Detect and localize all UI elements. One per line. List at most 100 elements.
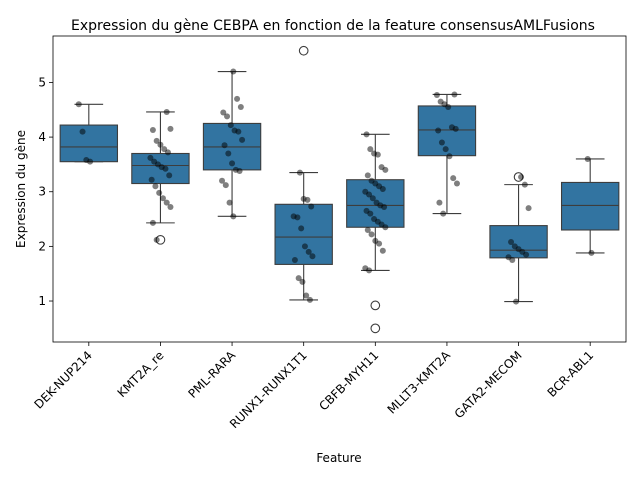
data-point bbox=[156, 189, 163, 196]
data-point bbox=[226, 199, 233, 206]
data-point bbox=[381, 204, 388, 211]
data-point bbox=[364, 172, 371, 179]
y-tick-label: 2 bbox=[38, 239, 46, 253]
data-point bbox=[376, 240, 383, 247]
data-point bbox=[305, 248, 312, 255]
x-tick-label: BCR-ABL1 bbox=[545, 348, 597, 400]
box-group bbox=[346, 131, 405, 334]
data-point bbox=[221, 142, 228, 149]
data-point bbox=[219, 177, 226, 184]
data-point bbox=[162, 165, 169, 172]
data-point bbox=[366, 267, 373, 274]
data-point bbox=[153, 137, 160, 144]
data-point bbox=[227, 122, 234, 129]
data-point bbox=[368, 231, 375, 238]
data-point bbox=[75, 101, 82, 108]
data-point bbox=[164, 149, 171, 156]
data-point bbox=[79, 128, 86, 135]
data-point bbox=[303, 292, 310, 299]
data-point bbox=[509, 257, 516, 264]
y-tick-label: 3 bbox=[38, 185, 46, 199]
chart-title: Expression du gène CEBPA en fonction de … bbox=[71, 18, 595, 34]
outlier bbox=[370, 300, 381, 311]
data-point bbox=[234, 95, 241, 102]
data-point bbox=[369, 195, 376, 202]
data-point bbox=[167, 204, 174, 211]
box-group bbox=[131, 108, 190, 245]
data-point bbox=[152, 183, 159, 190]
data-point bbox=[220, 109, 227, 116]
data-point bbox=[450, 175, 457, 182]
data-point bbox=[436, 199, 443, 206]
data-point bbox=[453, 180, 460, 187]
data-point bbox=[379, 247, 386, 254]
outlier bbox=[298, 45, 309, 56]
box bbox=[560, 181, 620, 231]
data-point bbox=[304, 196, 311, 203]
x-tick-label: GATA2-MECOM bbox=[452, 348, 525, 421]
box bbox=[274, 203, 333, 265]
data-point bbox=[367, 146, 374, 153]
plot-content bbox=[59, 45, 620, 334]
data-point bbox=[374, 151, 381, 158]
data-point bbox=[157, 141, 164, 148]
box-group bbox=[560, 155, 620, 256]
data-point bbox=[239, 136, 246, 143]
data-point bbox=[153, 236, 160, 243]
box bbox=[59, 124, 119, 163]
x-tick-label: MLLT3-KMT2A bbox=[385, 348, 454, 417]
x-axis-label: Feature bbox=[316, 451, 361, 465]
data-point bbox=[513, 298, 520, 305]
data-point bbox=[442, 146, 449, 153]
box-group bbox=[417, 91, 477, 217]
y-axis-label: Expression du gène bbox=[14, 130, 28, 248]
box-group bbox=[202, 68, 262, 220]
box-group bbox=[489, 172, 548, 305]
data-point bbox=[382, 224, 389, 231]
data-point bbox=[382, 166, 389, 173]
outlier bbox=[370, 323, 381, 334]
data-point bbox=[584, 155, 591, 162]
data-point bbox=[364, 226, 371, 233]
box bbox=[489, 225, 548, 259]
data-point bbox=[523, 251, 530, 258]
x-tick-label: DEK-NUP214 bbox=[32, 348, 95, 411]
data-point bbox=[445, 104, 452, 111]
data-point bbox=[149, 126, 156, 133]
data-point bbox=[309, 253, 316, 260]
box-group bbox=[274, 45, 333, 303]
data-point bbox=[588, 249, 595, 256]
data-point bbox=[225, 150, 232, 157]
data-point bbox=[308, 203, 315, 210]
data-point bbox=[236, 167, 243, 174]
data-point bbox=[230, 68, 237, 75]
data-point bbox=[518, 173, 525, 180]
data-point bbox=[235, 128, 242, 135]
data-point bbox=[433, 92, 440, 99]
data-point bbox=[163, 199, 170, 206]
x-tick-label: RUNX1-RUNX1T1 bbox=[227, 348, 310, 431]
data-point bbox=[229, 160, 236, 167]
x-tick-label: CBFB-MYH11 bbox=[316, 348, 381, 413]
y-tick-label: 4 bbox=[38, 130, 46, 144]
data-point bbox=[294, 214, 301, 221]
data-point bbox=[306, 296, 313, 303]
data-point bbox=[366, 191, 373, 198]
data-point bbox=[525, 205, 532, 212]
data-point bbox=[222, 182, 229, 189]
data-point bbox=[166, 172, 173, 179]
data-point bbox=[451, 91, 458, 98]
data-point bbox=[363, 131, 370, 138]
data-point bbox=[299, 278, 306, 285]
data-point bbox=[149, 219, 156, 226]
data-point bbox=[167, 125, 174, 132]
data-point bbox=[446, 153, 453, 160]
data-point bbox=[379, 186, 386, 192]
data-point bbox=[237, 104, 244, 111]
data-point bbox=[87, 158, 94, 165]
data-point bbox=[438, 139, 445, 146]
data-point bbox=[367, 210, 374, 217]
x-tick-label: PML-RARA bbox=[185, 348, 238, 401]
